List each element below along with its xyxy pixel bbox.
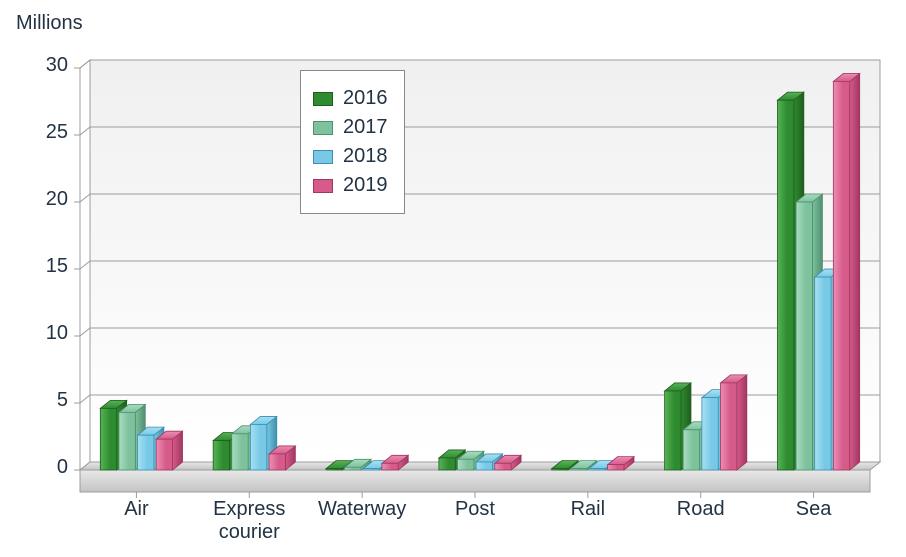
plot-area [80,60,880,492]
x-tick-label: Waterway [306,498,419,521]
x-tick-label: Road [644,498,757,521]
x-tick-label: Rail [531,498,644,521]
x-tick-label: Express courier [193,498,306,544]
legend-item: 2019 [313,174,388,197]
y-tick-label: 30 [0,54,68,77]
legend-swatch [313,121,333,135]
plot-svg [80,60,880,492]
bar [720,375,746,470]
y-axis-title: Millions [16,12,83,35]
legend-swatch [313,150,333,164]
legend-item: 2017 [313,116,388,139]
chart-container: Millions 2016 2017 2018 2019 0 5 10 15 20 25 30 Ai… [0,0,906,557]
legend-item: 2018 [313,145,388,168]
x-tick-label: Sea [757,498,870,521]
legend: 2016 2017 2018 2019 [300,70,405,214]
y-tick-label: 20 [0,188,68,211]
x-tick-label: Air [80,498,193,521]
y-tick-label: 5 [0,389,68,412]
legend-label: 2018 [343,145,388,168]
legend-swatch [313,179,333,193]
y-tick-label: 0 [0,456,68,479]
x-tick-label: Post [419,498,532,521]
legend-label: 2016 [343,87,388,110]
legend-label: 2019 [343,174,388,197]
y-tick-label: 15 [0,255,68,278]
legend-swatch [313,92,333,106]
legend-label: 2017 [343,116,388,139]
bar [833,73,859,470]
legend-item: 2016 [313,87,388,110]
y-tick-label: 25 [0,121,68,144]
bar [156,431,182,470]
y-tick-label: 10 [0,322,68,345]
